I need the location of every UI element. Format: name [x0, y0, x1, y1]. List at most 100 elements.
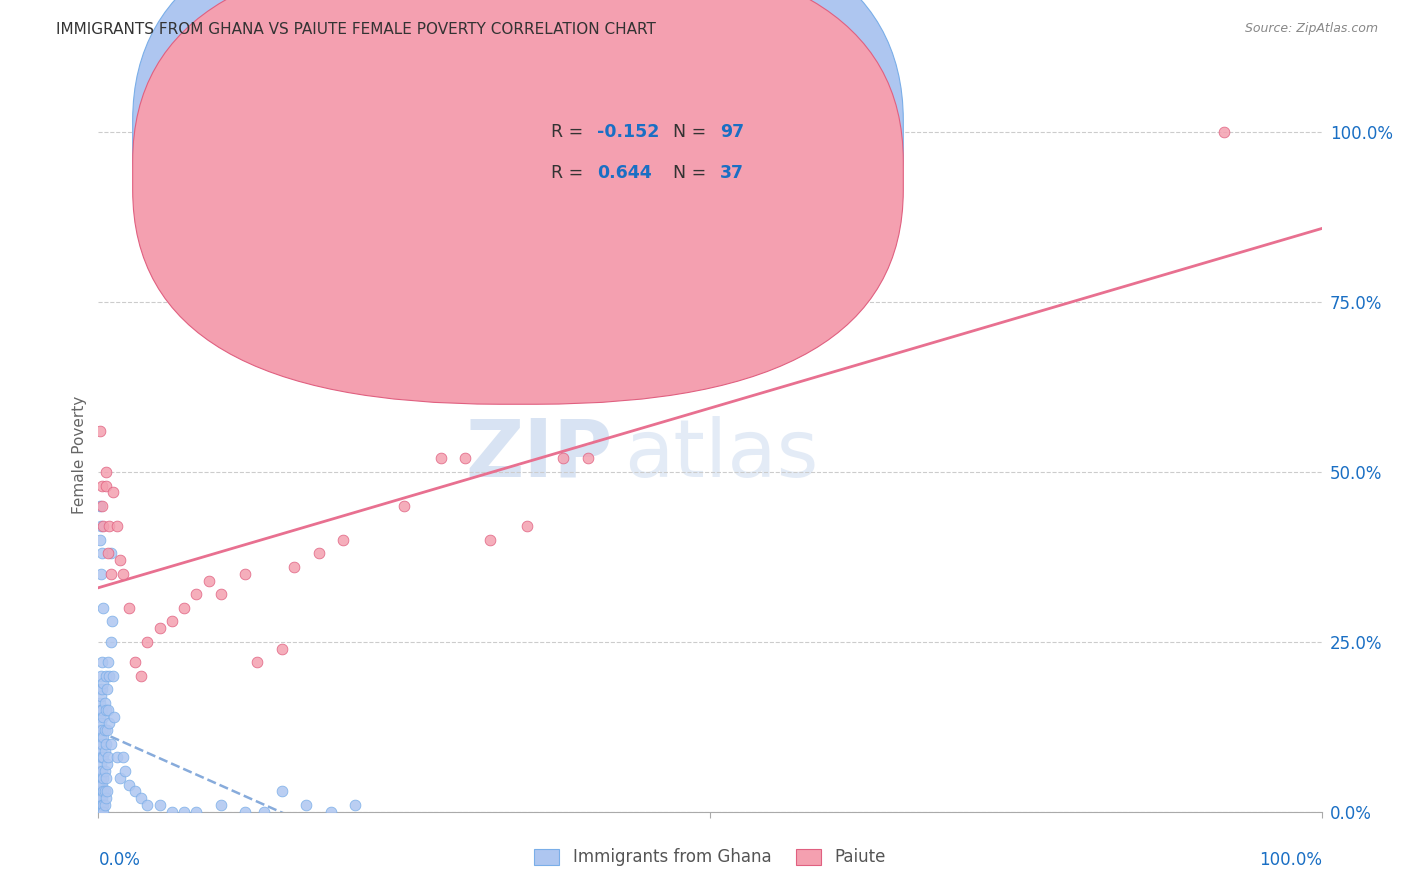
- Point: [100, 635, 122, 649]
- Point: [252, 805, 274, 819]
- Point: [90, 669, 112, 683]
- Point: [91, 797, 114, 812]
- Point: [91, 478, 114, 492]
- Point: [89, 784, 111, 798]
- Point: [94, 791, 117, 805]
- Point: [270, 784, 294, 798]
- Point: [332, 533, 354, 547]
- Point: [93, 723, 115, 738]
- Text: ZIP: ZIP: [465, 416, 612, 494]
- Point: [173, 805, 195, 819]
- Point: [576, 451, 599, 466]
- Point: [89, 696, 111, 710]
- Point: [101, 669, 124, 683]
- Point: [103, 709, 125, 723]
- Point: [209, 587, 232, 601]
- Point: [319, 805, 342, 819]
- Point: [111, 750, 134, 764]
- Point: [149, 621, 172, 635]
- Point: [89, 709, 111, 723]
- Point: [105, 750, 128, 764]
- Point: [89, 424, 111, 438]
- Point: [91, 791, 114, 805]
- Point: [101, 485, 124, 500]
- Point: [270, 641, 294, 656]
- Point: [89, 764, 111, 778]
- FancyBboxPatch shape: [132, 0, 903, 364]
- Point: [96, 682, 118, 697]
- Point: [94, 771, 117, 785]
- Point: [186, 587, 208, 601]
- Text: N =: N =: [673, 123, 711, 141]
- Point: [129, 669, 152, 683]
- Point: [392, 499, 416, 513]
- Text: atlas: atlas: [624, 416, 818, 494]
- Point: [91, 778, 114, 792]
- Point: [124, 784, 146, 798]
- Point: [553, 451, 575, 466]
- Point: [89, 778, 111, 792]
- Point: [91, 730, 114, 744]
- Text: Source: ZipAtlas.com: Source: ZipAtlas.com: [1244, 22, 1378, 36]
- Point: [91, 723, 114, 738]
- Point: [90, 784, 112, 798]
- Point: [118, 778, 141, 792]
- Point: [246, 655, 269, 669]
- Point: [515, 519, 537, 533]
- Point: [209, 797, 232, 812]
- Point: [129, 791, 152, 805]
- Point: [94, 465, 117, 479]
- Text: R =: R =: [551, 123, 589, 141]
- Point: [1212, 125, 1234, 139]
- Point: [90, 778, 112, 792]
- Point: [94, 737, 117, 751]
- Point: [89, 737, 111, 751]
- Point: [100, 737, 122, 751]
- Point: [478, 533, 501, 547]
- Point: [91, 737, 114, 751]
- FancyBboxPatch shape: [471, 102, 814, 205]
- Point: [89, 791, 111, 805]
- Point: [233, 566, 256, 581]
- Point: [430, 451, 453, 466]
- Point: [91, 675, 114, 690]
- Point: [91, 750, 114, 764]
- Text: 97: 97: [720, 123, 744, 141]
- Point: [100, 546, 122, 560]
- Point: [124, 655, 146, 669]
- Point: [97, 703, 120, 717]
- Text: -0.152: -0.152: [598, 123, 659, 141]
- Point: [90, 805, 112, 819]
- Text: R =: R =: [551, 164, 589, 182]
- Point: [89, 723, 111, 738]
- Point: [96, 723, 118, 738]
- Point: [90, 730, 112, 744]
- Point: [93, 743, 115, 757]
- Point: [91, 805, 114, 819]
- Point: [114, 764, 136, 778]
- Point: [90, 689, 112, 703]
- Text: 37: 37: [720, 164, 744, 182]
- Text: 0.0%: 0.0%: [98, 851, 141, 869]
- Point: [89, 682, 111, 697]
- Point: [91, 655, 114, 669]
- Point: [91, 682, 114, 697]
- Point: [91, 771, 114, 785]
- Point: [93, 797, 115, 812]
- Point: [97, 655, 120, 669]
- Point: [118, 600, 141, 615]
- Point: [90, 519, 112, 533]
- Point: [89, 771, 111, 785]
- Point: [89, 797, 111, 812]
- Point: [454, 451, 477, 466]
- Point: [149, 797, 172, 812]
- Point: [283, 560, 305, 574]
- Point: [91, 784, 114, 798]
- Y-axis label: Female Poverty: Female Poverty: [72, 396, 87, 514]
- Point: [110, 771, 132, 785]
- Point: [94, 669, 117, 683]
- Point: [91, 703, 114, 717]
- Point: [90, 791, 112, 805]
- Point: [91, 499, 114, 513]
- Point: [91, 764, 114, 778]
